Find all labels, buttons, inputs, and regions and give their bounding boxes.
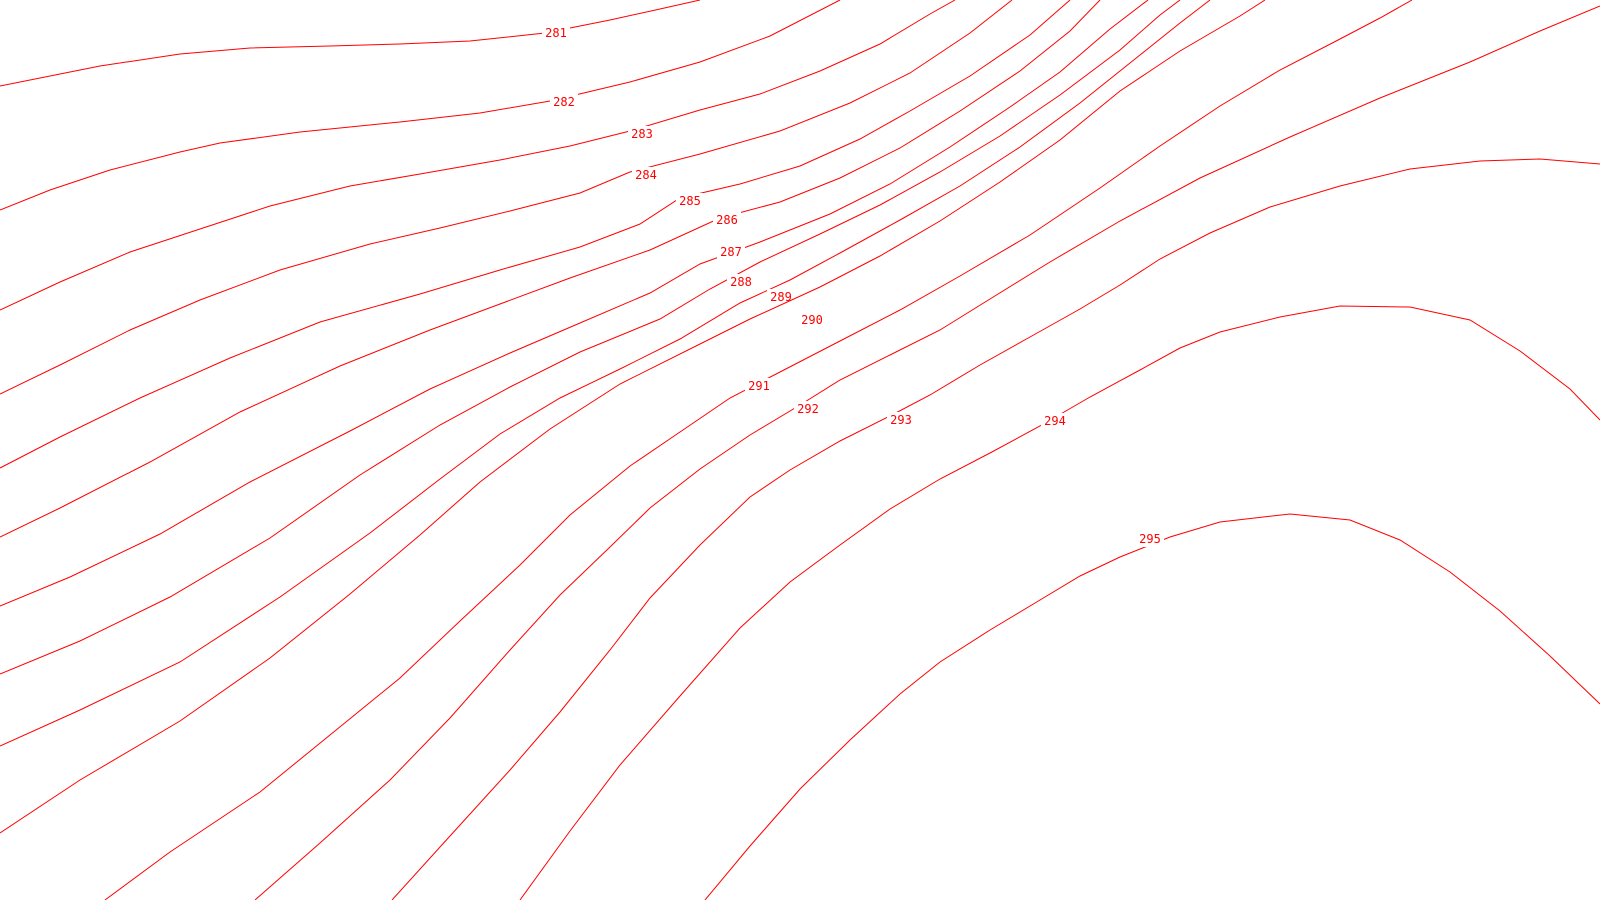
contour-line-294 <box>519 305 1600 901</box>
contour-line-290 <box>0 0 1266 834</box>
contour-label-283: 283 <box>628 126 656 142</box>
contour-label-background <box>745 378 773 394</box>
contour-line-291 <box>104 0 1413 901</box>
contour-label-285: 285 <box>676 193 704 209</box>
contour-label-text: 284 <box>635 168 657 182</box>
contour-label-text: 293 <box>890 413 912 427</box>
contour-line-293 <box>391 158 1600 901</box>
contour-label-text: 287 <box>720 245 742 259</box>
contour-label-background <box>887 412 915 428</box>
contour-label-background <box>717 244 745 260</box>
contour-label-background <box>767 289 795 305</box>
contour-label-background <box>794 401 822 417</box>
contour-label-text: 290 <box>801 313 823 327</box>
contour-label-290: 290 <box>798 312 826 328</box>
contour-label-background <box>798 312 826 328</box>
contour-label-text: 283 <box>631 127 653 141</box>
contour-label-text: 289 <box>770 290 792 304</box>
contour-line-283 <box>0 0 956 311</box>
contour-label-287: 287 <box>717 244 745 260</box>
contour-label-background <box>550 94 578 110</box>
contour-label-background <box>727 274 755 290</box>
contour-label-text: 286 <box>716 213 738 227</box>
contour-label-284: 284 <box>632 167 660 183</box>
contour-label-background <box>542 25 570 41</box>
contour-label-text: 295 <box>1139 532 1161 546</box>
contour-line-286 <box>0 0 1101 538</box>
contour-label-286: 286 <box>713 212 741 228</box>
contour-label-text: 281 <box>545 26 567 40</box>
contour-label-292: 292 <box>794 401 822 417</box>
contour-label-294: 294 <box>1041 413 1069 429</box>
contour-line-287 <box>0 0 1149 607</box>
contour-label-background <box>676 193 704 209</box>
contour-label-text: 294 <box>1044 414 1066 428</box>
contour-label-281: 281 <box>542 25 570 41</box>
contour-label-background <box>632 167 660 183</box>
contour-line-281 <box>0 0 701 87</box>
contour-line-285 <box>0 0 1071 469</box>
contour-line-295 <box>704 513 1600 901</box>
contour-label-282: 282 <box>550 94 578 110</box>
contour-label-text: 291 <box>748 379 770 393</box>
contour-line-292 <box>254 5 1600 901</box>
contour-label-text: 285 <box>679 194 701 208</box>
contour-label-291: 291 <box>745 378 773 394</box>
contour-label-295: 295 <box>1136 531 1164 547</box>
contour-label-293: 293 <box>887 412 915 428</box>
contour-label-background <box>628 126 656 142</box>
contour-line-284 <box>0 0 1013 395</box>
contour-line-282 <box>0 0 841 211</box>
contour-line-289 <box>0 0 1211 747</box>
contour-label-background <box>1136 531 1164 547</box>
contour-label-background <box>1041 413 1069 429</box>
contour-label-289: 289 <box>767 289 795 305</box>
contour-label-text: 282 <box>553 95 575 109</box>
contour-label-background <box>713 212 741 228</box>
contour-line-288 <box>0 0 1181 675</box>
contour-label-text: 288 <box>730 275 752 289</box>
contour-label-288: 288 <box>727 274 755 290</box>
contour-label-text: 292 <box>797 402 819 416</box>
